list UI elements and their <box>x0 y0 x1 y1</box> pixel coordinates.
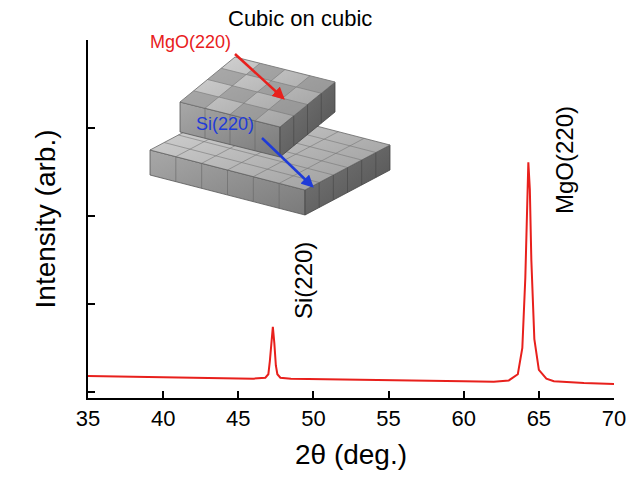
svg-text:45: 45 <box>226 406 250 431</box>
svg-text:70: 70 <box>602 406 626 431</box>
svg-text:50: 50 <box>301 406 325 431</box>
svg-text:Si(220): Si(220) <box>196 114 254 134</box>
svg-text:60: 60 <box>451 406 475 431</box>
svg-text:35: 35 <box>76 406 100 431</box>
svg-text:MgO(220): MgO(220) <box>551 106 578 214</box>
svg-text:2θ (deg.): 2θ (deg.) <box>295 439 407 470</box>
svg-text:MgO(220): MgO(220) <box>150 32 231 52</box>
svg-text:Intensity (arb.): Intensity (arb.) <box>30 130 61 309</box>
svg-text:55: 55 <box>376 406 400 431</box>
svg-text:Cubic on cubic: Cubic on cubic <box>228 6 372 31</box>
svg-text:Si(220): Si(220) <box>290 242 317 319</box>
svg-text:65: 65 <box>527 406 551 431</box>
svg-text:40: 40 <box>151 406 175 431</box>
